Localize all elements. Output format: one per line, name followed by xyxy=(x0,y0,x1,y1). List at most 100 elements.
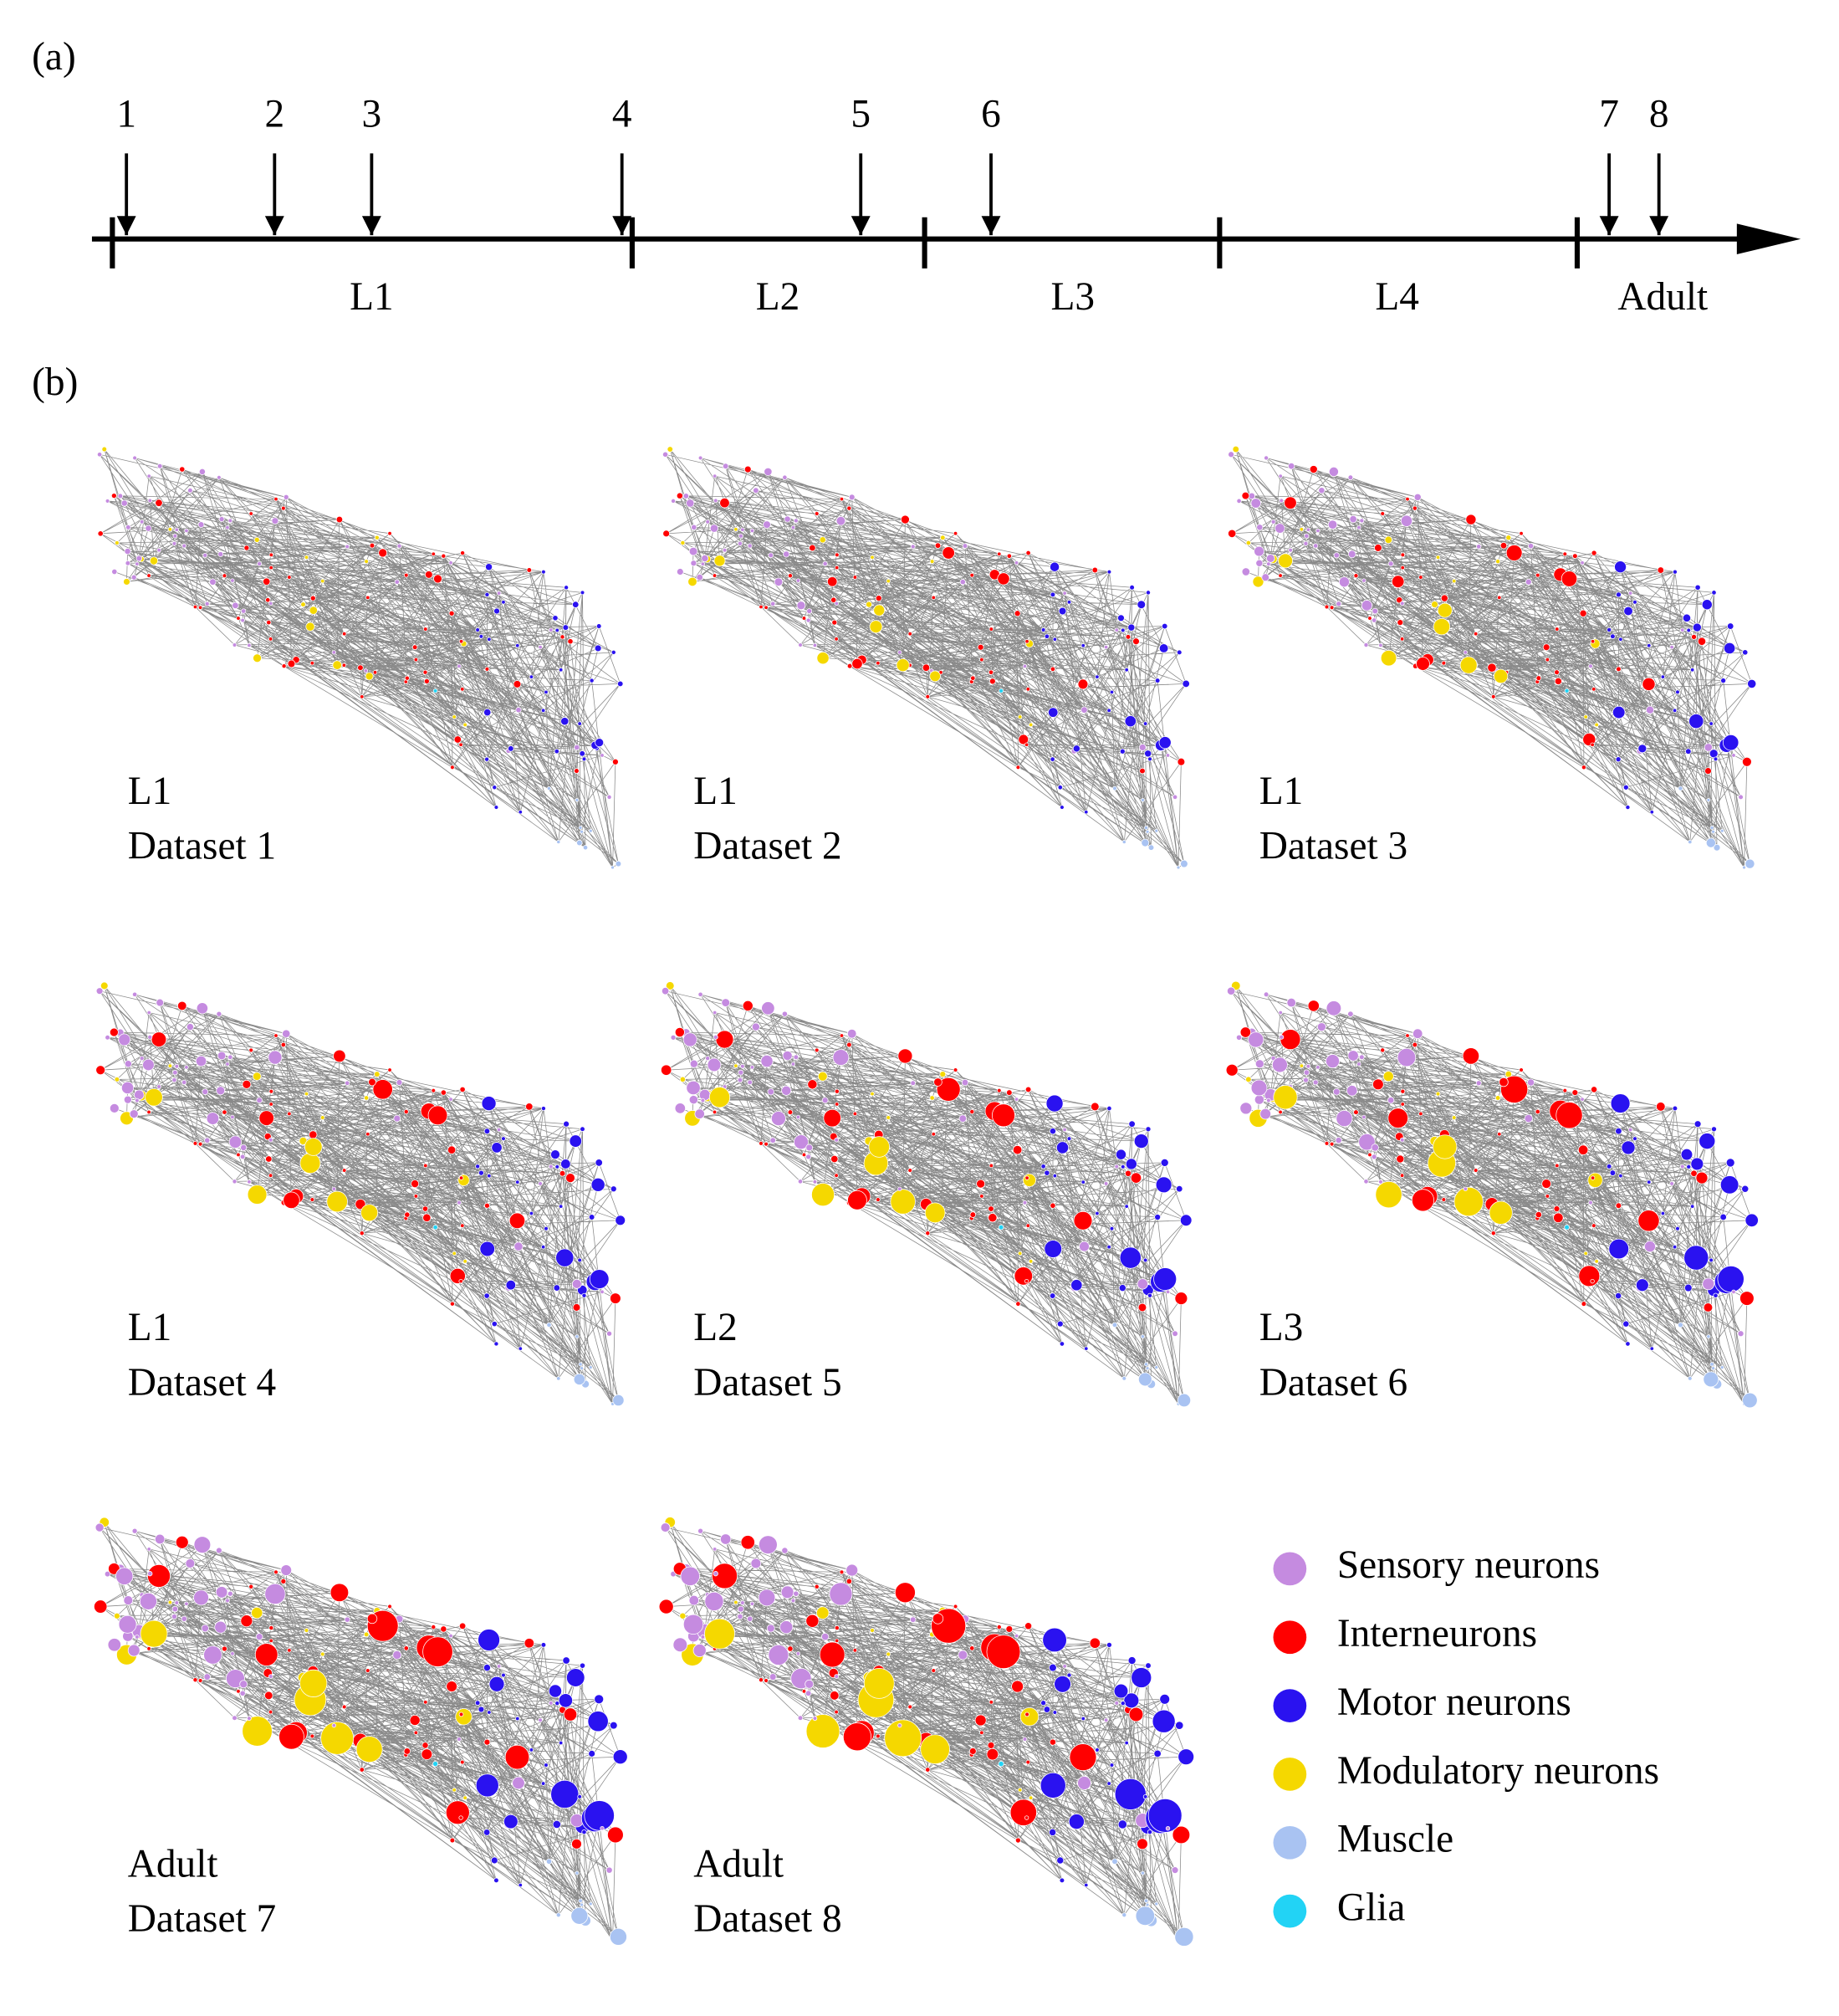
network-node xyxy=(1147,1829,1153,1835)
network-node xyxy=(667,446,674,453)
network-node xyxy=(236,616,241,621)
network-node xyxy=(483,1292,490,1299)
network-node xyxy=(1378,642,1383,648)
network-node xyxy=(145,1087,163,1107)
network-node xyxy=(487,1710,492,1715)
network-node xyxy=(485,563,493,571)
network-node xyxy=(612,1394,625,1407)
network-node xyxy=(988,678,996,685)
network-node xyxy=(1024,1622,1033,1630)
network-node xyxy=(268,1050,283,1065)
network-node xyxy=(206,1112,220,1125)
network-node xyxy=(529,1747,534,1752)
network-node xyxy=(1583,714,1588,719)
network-node xyxy=(846,505,852,511)
network-node xyxy=(852,575,858,580)
network-node xyxy=(1657,566,1665,574)
network-node xyxy=(870,1091,875,1097)
network-node xyxy=(953,1604,958,1609)
network-node xyxy=(1505,535,1512,541)
network-node xyxy=(690,560,697,567)
network-node xyxy=(515,1179,520,1185)
legend-marker xyxy=(1273,1689,1307,1722)
network-node xyxy=(197,605,203,610)
network-node xyxy=(187,487,193,494)
network-node xyxy=(1618,1173,1623,1179)
network-node xyxy=(493,1877,499,1884)
network-node xyxy=(793,1590,799,1597)
network-node xyxy=(1524,1113,1533,1123)
network-node xyxy=(1052,1710,1058,1715)
network-node xyxy=(922,663,931,672)
network-node xyxy=(227,1590,233,1597)
network-node xyxy=(595,623,602,629)
network-node xyxy=(688,546,698,556)
network-node xyxy=(518,1346,523,1351)
network-node xyxy=(1250,1079,1268,1097)
network-node xyxy=(997,551,1002,556)
network-node xyxy=(1066,1672,1072,1678)
dataset-name: Dataset 2 xyxy=(693,825,841,868)
network-node xyxy=(320,1721,355,1755)
network-node xyxy=(740,1600,745,1605)
network-node xyxy=(544,689,549,695)
network-node xyxy=(996,1087,1002,1093)
network-node xyxy=(1361,578,1366,583)
network-node xyxy=(753,487,759,494)
network-node xyxy=(241,608,247,614)
network-node xyxy=(132,455,137,461)
network-node xyxy=(674,1103,686,1114)
network-node xyxy=(1324,1141,1330,1146)
network-node xyxy=(1044,633,1050,639)
network-node xyxy=(341,1704,347,1710)
network-node xyxy=(1418,575,1423,580)
network-node xyxy=(747,543,753,549)
network-node xyxy=(1359,518,1365,524)
network-node xyxy=(411,644,418,651)
network-node xyxy=(1724,642,1736,655)
network-node xyxy=(1241,491,1250,500)
network-node xyxy=(1494,1095,1501,1101)
network-node xyxy=(1140,1334,1145,1339)
network xyxy=(662,446,1190,870)
network-node xyxy=(1286,997,1296,1008)
network-node xyxy=(240,1144,248,1151)
network-node xyxy=(1606,1164,1612,1169)
network-node xyxy=(197,521,205,529)
network-node xyxy=(1371,1154,1377,1160)
network-node xyxy=(423,627,428,632)
network-node xyxy=(688,1095,698,1105)
network-node xyxy=(1114,1701,1120,1706)
network-node xyxy=(580,1126,585,1133)
network-node xyxy=(1124,1204,1129,1209)
network-node xyxy=(1252,576,1264,588)
network-node xyxy=(894,1582,916,1604)
network-node xyxy=(737,540,743,546)
network-node xyxy=(134,1089,145,1101)
network-node xyxy=(120,1081,135,1095)
network-node xyxy=(492,785,498,791)
network-node xyxy=(1358,1133,1376,1151)
network-node xyxy=(201,1624,209,1633)
network-node xyxy=(513,1241,524,1251)
network-node xyxy=(1254,1094,1264,1105)
network-edges xyxy=(665,985,1187,1405)
network-node xyxy=(1145,1902,1150,1907)
network-node xyxy=(1266,561,1271,567)
network-node xyxy=(204,601,210,606)
network-node xyxy=(193,1589,209,1606)
network-node xyxy=(1361,1114,1366,1120)
network-node xyxy=(1050,561,1060,572)
network-node xyxy=(496,1127,502,1133)
network-node xyxy=(589,1269,610,1289)
network-node xyxy=(846,1028,857,1039)
network-node xyxy=(403,1747,411,1755)
network-node xyxy=(117,493,124,499)
network-node xyxy=(1024,639,1029,644)
network-node xyxy=(515,643,520,648)
network-node xyxy=(1400,514,1413,527)
network-node xyxy=(403,572,409,578)
network-node xyxy=(109,1103,120,1113)
network-node xyxy=(805,1614,820,1628)
network-node xyxy=(817,1071,828,1082)
